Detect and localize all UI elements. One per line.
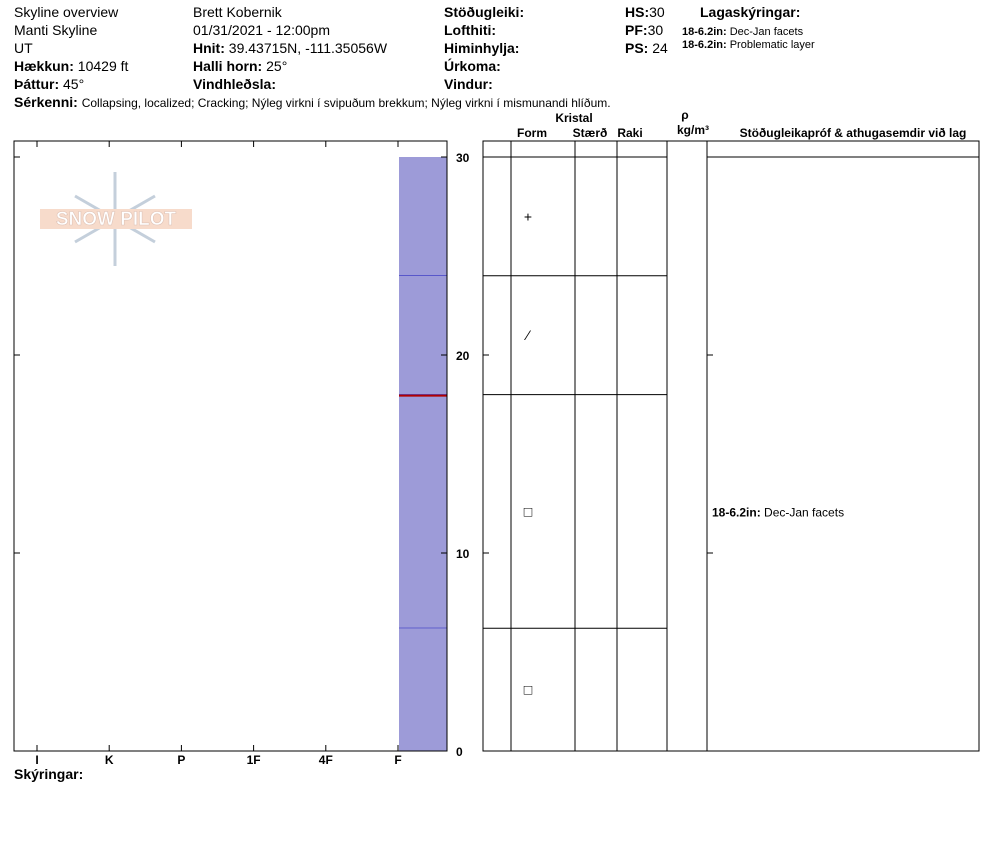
hardness-bar [399,157,447,276]
label: Þáttur: [14,76,59,92]
x-tick-label: F [394,753,401,767]
label: PF: [625,22,648,38]
legend-title: Lagaskýringar: [700,4,800,20]
label: Hækkun: [14,58,74,74]
legend-item: 18-6.2in: Problematic layer [682,39,815,51]
label: Hnit: [193,40,225,56]
logo: SNOW PILOT [40,172,192,266]
value: Collapsing, localized; Cracking; Nýleg v… [82,96,611,110]
value: 30 [649,4,665,20]
text: Problematic layer [730,39,815,51]
grain-form: □ [524,682,533,698]
wind-loading: Vindhleðsla: [193,76,276,92]
label: Sérkenni: [14,94,78,110]
location: Manti Skyline [14,22,97,38]
value: 30 [648,22,664,38]
elevation: Hækkun: 10429 ft [14,58,129,74]
hardness-bar [399,394,447,629]
grain-form: □ [524,503,533,519]
x-tick-label: 1F [247,753,261,767]
precip: Úrkoma: [444,57,501,74]
logo-text: SNOW PILOT [56,209,177,230]
column-header: kg/m³ [677,123,709,137]
x-tick-label: I [35,753,38,767]
x-tick-label: 4F [319,753,333,767]
stability: Stöðugleiki: [444,4,524,20]
legend-item: 18-6.2in: Dec-Jan facets [682,26,804,38]
footer: Skýringar: [14,766,83,782]
column-header: Form [517,126,547,140]
title: Skyline overview [14,4,119,20]
datetime: 01/31/2021 - 12:00pm [193,22,330,38]
column-header: Stærð [573,126,608,140]
grain-form: + [524,208,532,224]
hardness-bar [399,628,447,751]
logo-band [40,209,192,229]
label: 18-6.2in: [712,505,761,519]
x-tick-label: P [177,753,185,767]
aspect: Þáttur: 45° [14,76,84,92]
column-header: Kristal [555,111,592,125]
layer-comment: 18-6.2in: Dec-Jan facets [712,505,844,519]
pf: PF:30 [625,22,663,38]
observer: Brett Kobernik [193,4,283,20]
text: Dec-Jan facets [730,26,804,38]
header: Skyline overview Manti Skyline UT Hækkun… [14,4,815,782]
profile-plot: + ⁄ □ 18-6.2in: Dec-Jan facets □ 0 10 20 30 I K P 1F… [13,108,980,767]
grain-form: ⁄ [524,327,532,343]
column-header: Raki [617,126,642,140]
column-header: ρ [681,108,688,122]
y-tick-label: 0 [456,745,463,759]
y-tick-label: 20 [456,349,470,363]
label: PS: [625,40,648,56]
features: Sérkenni: Collapsing, localized; Crackin… [14,94,611,110]
value: 39.43715N, -111.35056W [229,40,388,56]
slope: Halli horn: 25° [193,58,287,74]
y-tick-label: 30 [456,151,470,165]
value: 24 [652,40,668,56]
sky: Himinhylja: [444,40,519,56]
plot-frame [13,140,448,752]
air-temp: Lofthiti: [444,22,496,38]
column-header: Stöðugleikapróf & athugasemdir við lag [740,126,967,140]
wind: Vindur: [444,76,493,92]
coords: Hnit: 39.43715N, -111.35056W [193,40,388,56]
hs: HS:30 [625,4,665,20]
label: Halli horn: [193,58,262,74]
x-tick-label: K [105,753,114,767]
value: 10429 ft [78,58,129,74]
text: Dec-Jan facets [764,505,844,519]
hardness-bar [399,275,447,395]
state: UT [14,40,33,56]
value: 45° [63,76,84,92]
value: 25° [266,58,287,74]
ps: PS: 24 [625,40,668,56]
table-frame [482,140,980,752]
label: HS: [625,4,649,20]
y-tick-label: 10 [456,547,470,561]
label: 18-6.2in: [682,39,727,51]
label: 18-6.2in: [682,26,727,38]
